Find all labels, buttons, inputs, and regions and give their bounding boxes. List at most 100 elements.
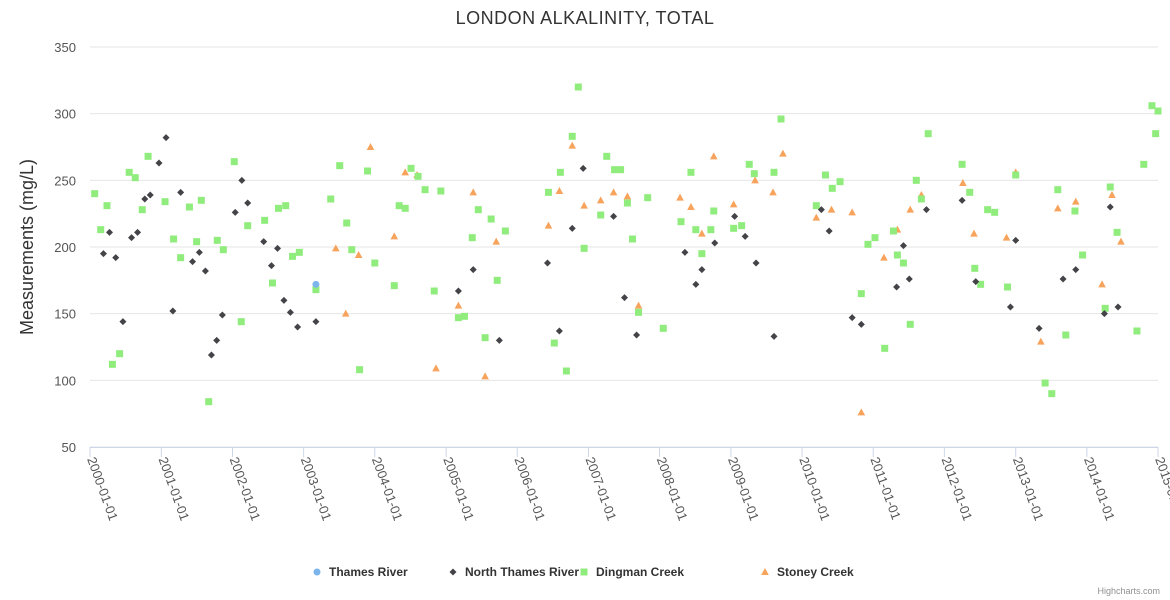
data-point-square[interactable] — [544, 188, 552, 196]
data-point-square[interactable] — [185, 203, 193, 211]
legend-label[interactable]: Stoney Creek — [777, 565, 854, 579]
data-point-square[interactable] — [871, 234, 879, 242]
data-point-diamond[interactable] — [1012, 236, 1020, 244]
data-point-diamond[interactable] — [274, 244, 282, 252]
data-point-square[interactable] — [390, 282, 398, 290]
data-point-square[interactable] — [407, 164, 415, 172]
data-point-square[interactable] — [912, 176, 920, 184]
data-point-square[interactable] — [864, 240, 872, 248]
data-point-triangle[interactable] — [366, 143, 375, 150]
data-point-triangle[interactable] — [751, 176, 759, 184]
data-point-diamond[interactable] — [189, 258, 197, 266]
data-point-triangle[interactable] — [1071, 197, 1080, 205]
data-point-square[interactable] — [430, 287, 438, 295]
data-point-square[interactable] — [1012, 171, 1020, 179]
data-point-square[interactable] — [343, 219, 351, 227]
data-point-triangle[interactable] — [580, 201, 588, 209]
data-point-square[interactable] — [828, 184, 836, 192]
data-point-triangle[interactable] — [481, 372, 489, 380]
data-point-triangle[interactable] — [687, 203, 695, 210]
data-point-square[interactable] — [698, 250, 706, 258]
data-point-triangle[interactable] — [609, 188, 618, 196]
data-point-square[interactable] — [108, 360, 116, 368]
data-point-diamond[interactable] — [1006, 303, 1014, 311]
data-point-triangle[interactable] — [568, 141, 577, 149]
data-point-triangle[interactable] — [432, 364, 440, 372]
data-point-diamond[interactable] — [141, 195, 149, 203]
data-point-square[interactable] — [170, 235, 178, 243]
legend-symbol-diamond[interactable] — [449, 568, 457, 576]
data-point-square[interactable] — [917, 195, 925, 203]
data-point-triangle[interactable] — [906, 205, 915, 213]
data-point-triangle[interactable] — [1054, 204, 1062, 212]
data-point-diamond[interactable] — [958, 196, 966, 204]
data-point-diamond[interactable] — [454, 287, 462, 295]
data-point-diamond[interactable] — [752, 259, 760, 267]
data-point-square[interactable] — [295, 248, 303, 256]
data-point-diamond[interactable] — [731, 212, 739, 220]
data-point-square[interactable] — [125, 168, 133, 176]
data-point-square[interactable] — [1148, 102, 1156, 110]
data-point-square[interactable] — [1079, 251, 1087, 259]
data-point-square[interactable] — [177, 254, 185, 262]
legend-symbol-circle[interactable] — [313, 568, 321, 576]
legend-item[interactable]: Dingman Creek — [580, 565, 685, 579]
data-point-triangle[interactable] — [401, 168, 409, 176]
data-point-triangle[interactable] — [1108, 191, 1116, 198]
data-point-diamond[interactable] — [692, 280, 700, 288]
data-point-diamond[interactable] — [238, 176, 246, 184]
data-point-square[interactable] — [984, 206, 992, 214]
data-point-square[interactable] — [966, 188, 974, 196]
data-point-square[interactable] — [91, 190, 99, 198]
data-point-square[interactable] — [1054, 186, 1062, 194]
data-point-square[interactable] — [371, 259, 379, 267]
legend-label[interactable]: Thames River — [329, 565, 408, 579]
data-point-square[interactable] — [414, 172, 422, 180]
data-point-square[interactable] — [230, 158, 238, 166]
data-point-diamond[interactable] — [128, 234, 136, 242]
data-point-diamond[interactable] — [543, 259, 551, 267]
data-point-triangle[interactable] — [634, 301, 643, 309]
data-point-triangle[interactable] — [1002, 233, 1011, 241]
legend-item[interactable]: Thames River — [313, 565, 409, 579]
data-point-diamond[interactable] — [146, 191, 154, 199]
data-point-diamond[interactable] — [893, 283, 901, 291]
data-point-triangle[interactable] — [709, 152, 718, 160]
data-point-diamond[interactable] — [698, 266, 706, 274]
data-point-triangle[interactable] — [390, 232, 399, 240]
data-point-diamond[interactable] — [231, 208, 239, 216]
data-point-triangle[interactable] — [354, 251, 363, 258]
data-point-diamond[interactable] — [620, 294, 628, 302]
data-point-square[interactable] — [730, 224, 738, 232]
data-point-triangle[interactable] — [341, 309, 350, 317]
data-point-diamond[interactable] — [681, 248, 689, 256]
data-point-square[interactable] — [1133, 327, 1141, 335]
data-point-square[interactable] — [617, 166, 625, 174]
data-point-square[interactable] — [857, 290, 865, 298]
data-point-triangle[interactable] — [676, 193, 684, 201]
legend-symbol-triangle[interactable] — [761, 568, 769, 575]
data-point-square[interactable] — [821, 171, 829, 179]
data-point-square[interactable] — [745, 160, 753, 168]
data-point-triangle[interactable] — [769, 188, 777, 196]
data-point-diamond[interactable] — [134, 228, 142, 236]
data-point-square[interactable] — [707, 226, 715, 234]
data-point-diamond[interactable] — [177, 188, 185, 196]
data-point-square[interactable] — [1041, 379, 1049, 387]
data-point-square[interactable] — [750, 170, 758, 178]
data-point-square[interactable] — [562, 367, 570, 375]
data-point-diamond[interactable] — [162, 134, 170, 142]
data-point-square[interactable] — [282, 202, 290, 210]
data-point-triangle[interactable] — [779, 149, 787, 157]
data-point-triangle[interactable] — [1117, 237, 1125, 245]
data-point-diamond[interactable] — [711, 239, 719, 247]
data-point-diamond[interactable] — [1100, 310, 1108, 318]
data-point-square[interactable] — [906, 320, 914, 328]
data-point-triangle[interactable] — [1037, 337, 1045, 345]
data-point-square[interactable] — [348, 246, 356, 254]
data-point-square[interactable] — [487, 215, 495, 223]
data-point-square[interactable] — [597, 211, 605, 219]
legend-label[interactable]: North Thames River — [465, 565, 579, 579]
data-point-square[interactable] — [437, 187, 445, 195]
data-point-square[interactable] — [710, 207, 718, 215]
